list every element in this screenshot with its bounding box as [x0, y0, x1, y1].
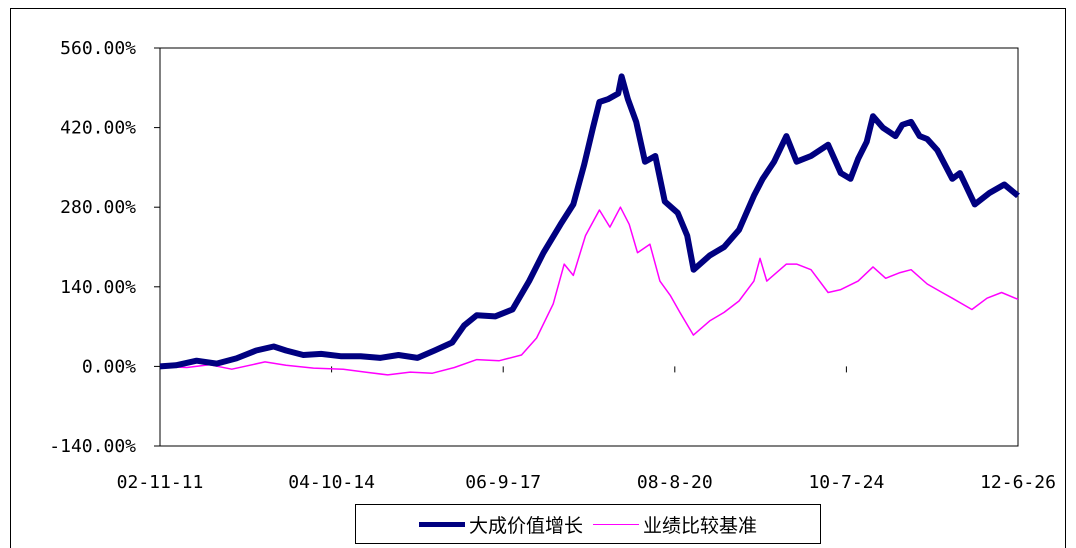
series-lines — [159, 73, 1020, 376]
chart-frame — [10, 8, 1066, 548]
y-tick-label: 420.00% — [60, 118, 136, 139]
legend-swatch-series-1 — [418, 521, 465, 527]
legend-item-series-1: 大成价值增长 — [418, 511, 583, 538]
x-axis-tick-labels: 02-11-11 04-10-14 06-9-17 08-8-20 10-7-24 12-… — [117, 472, 1056, 493]
x-tick-label: 02-11-11 — [117, 472, 204, 493]
y-tick-label: 280.00% — [60, 197, 136, 218]
y-tick-label: 560.00% — [60, 38, 136, 59]
legend-label-series-1: 大成价值增长 — [468, 514, 583, 537]
chart-legend: 大成价值增长 业绩比较基准 — [355, 504, 821, 544]
axes — [154, 47, 1019, 447]
y-axis-tick-labels: -140.00% 0.00% 140.00% 280.00% 420.00% 560.00… — [49, 38, 136, 457]
series-line-2 — [159, 206, 1019, 376]
legend-label-series-2: 业绩比较基准 — [643, 514, 758, 537]
y-tick-label: -140.00% — [49, 436, 136, 457]
x-tick-label: 10-7-24 — [808, 472, 884, 493]
legend-swatch-series-2 — [593, 523, 639, 525]
plot-area — [159, 47, 1019, 447]
legend-item-series-2: 业绩比较基准 — [593, 511, 757, 538]
series-line-1 — [159, 73, 1020, 370]
x-tick-label: 04-10-14 — [288, 472, 375, 493]
y-tick-label: 0.00% — [82, 356, 136, 377]
x-tick-label: 12-6-26 — [980, 472, 1056, 493]
x-tick-label: 08-8-20 — [637, 472, 713, 493]
x-tick-label: 06-9-17 — [465, 472, 541, 493]
y-tick-label: 140.00% — [60, 277, 136, 298]
